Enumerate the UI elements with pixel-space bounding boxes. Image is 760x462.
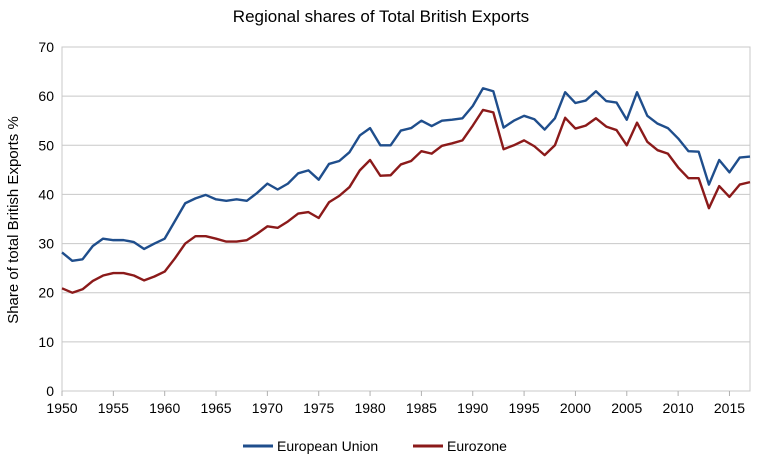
y-tick-label: 0 xyxy=(46,383,54,399)
legend-label: Eurozone xyxy=(447,438,507,454)
y-tick-label: 20 xyxy=(38,285,54,301)
legend: European Union Eurozone xyxy=(243,438,507,454)
gridlines xyxy=(62,46,750,392)
x-tick-label: 2005 xyxy=(611,400,642,416)
x-tick-label: 1985 xyxy=(406,400,437,416)
x-tick-label: 2015 xyxy=(714,400,745,416)
series-line-european-union xyxy=(61,87,751,262)
chart-title: Regional shares of Total British Exports xyxy=(233,7,529,26)
x-tick-label: 1990 xyxy=(457,400,488,416)
x-tick-label: 1950 xyxy=(46,400,77,416)
x-tick-label: 1970 xyxy=(252,400,283,416)
x-tick-label: 2000 xyxy=(560,400,591,416)
plot-area-frame xyxy=(61,46,751,392)
y-tick-label: 50 xyxy=(38,137,54,153)
x-axis-ticks: 1950 1955 1960 1965 1970 1975 1980 1985 1990 1995… xyxy=(46,391,745,416)
y-axis-ticks: 0 10 20 30 40 50 60 70 xyxy=(38,39,54,399)
y-tick-label: 60 xyxy=(38,88,54,104)
series-line-eurozone xyxy=(61,108,751,294)
x-tick-label: 1980 xyxy=(354,400,385,416)
y-tick-label: 40 xyxy=(38,186,54,202)
y-tick-label: 30 xyxy=(38,236,54,252)
x-tick-label: 1960 xyxy=(149,400,180,416)
y-tick-label: 10 xyxy=(38,334,54,350)
legend-label: European Union xyxy=(277,438,378,454)
y-axis-label: Share of total British Exports % xyxy=(5,116,22,324)
x-tick-label: 1995 xyxy=(509,400,540,416)
x-tick-label: 1955 xyxy=(98,400,129,416)
x-tick-label: 2010 xyxy=(663,400,694,416)
series-lines xyxy=(61,87,751,294)
x-tick-label: 1965 xyxy=(200,400,231,416)
x-tick-label: 1975 xyxy=(303,400,334,416)
y-tick-label: 70 xyxy=(38,39,54,55)
